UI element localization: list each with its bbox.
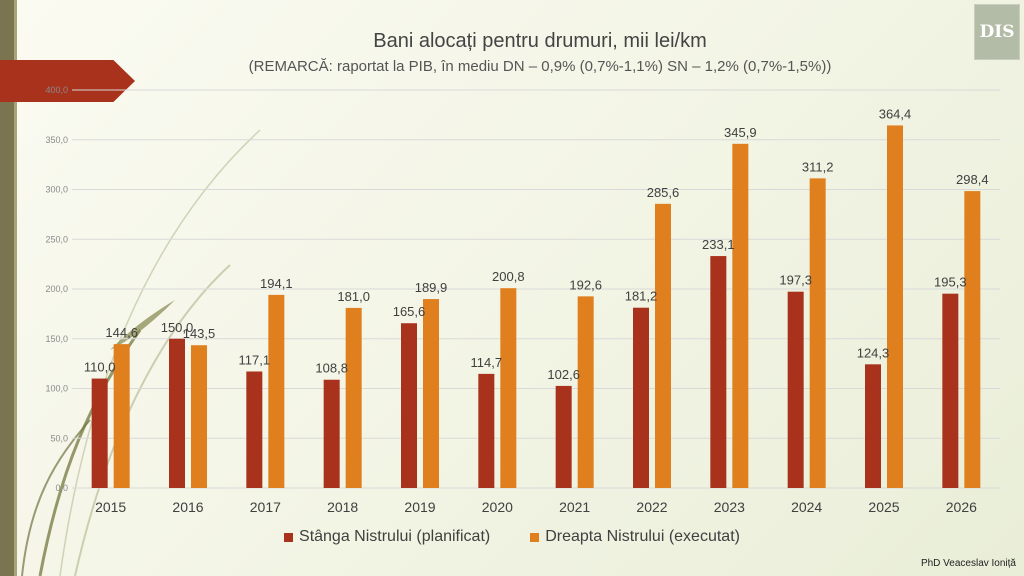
- data-label-dreapta: 189,9: [415, 280, 448, 295]
- bar-dreapta: [964, 191, 981, 489]
- x-tick-label: 2026: [946, 499, 977, 515]
- bar-stanga: [555, 385, 572, 488]
- y-tick-label: 200,0: [45, 284, 68, 294]
- data-label-dreapta: 181,0: [337, 289, 370, 304]
- bar-dreapta: [191, 345, 207, 488]
- chart-title: Bani alocați pentru drumuri, mii lei/km: [373, 30, 707, 52]
- x-tick-label: 2020: [482, 499, 513, 515]
- y-tick-label: 350,0: [45, 135, 68, 145]
- data-label-stanga: 195,3: [934, 275, 967, 290]
- bar-dreapta: [423, 299, 439, 488]
- x-tick-label: 2015: [95, 499, 126, 515]
- bar-dreapta: [655, 203, 671, 488]
- data-label-stanga: 124,3: [857, 345, 890, 360]
- left-accent-bar: [0, 0, 14, 576]
- data-label-stanga: 150,0: [161, 320, 194, 335]
- data-label-stanga: 108,8: [315, 361, 348, 376]
- data-label-stanga: 197,3: [779, 273, 812, 288]
- data-label-stanga: 110,0: [84, 360, 116, 375]
- dis-logo: DIS: [974, 4, 1020, 60]
- bar-stanga: [91, 378, 108, 488]
- data-label-stanga: 165,6: [393, 304, 426, 319]
- bar-stanga: [246, 371, 263, 488]
- data-label-dreapta: 311,2: [802, 159, 834, 174]
- bar-dreapta: [500, 288, 517, 488]
- x-axis-ticks: 2015 2016 2017 2018 2019 2020 2021 2022 2023 2024…: [95, 499, 977, 515]
- data-label-dreapta: 364,4: [879, 106, 912, 121]
- data-label-stanga: 102,6: [547, 367, 580, 382]
- data-label-dreapta: 298,4: [956, 172, 989, 187]
- data-label-dreapta: 194,1: [260, 276, 293, 291]
- bar-dreapta: [113, 344, 130, 488]
- y-tick-label: 50,0: [50, 433, 68, 443]
- data-label-dreapta: 200,8: [492, 269, 525, 284]
- author-credit: PhD Veaceslav Ioniță: [920, 558, 1016, 569]
- y-axis-ticks: 0,0 50,0 100,0 150,0 200,0 250,0 300,0 350,0 400…: [45, 85, 68, 493]
- x-tick-label: 2025: [868, 499, 899, 515]
- bar-dreapta: [345, 307, 362, 488]
- data-label-stanga: 117,1: [239, 352, 271, 367]
- data-label-stanga: 114,7: [471, 355, 503, 370]
- bar-stanga: [478, 373, 495, 488]
- bar-stanga: [787, 291, 804, 488]
- x-tick-label: 2019: [404, 499, 435, 515]
- bar-dreapta: [887, 125, 903, 488]
- bars: [91, 125, 981, 489]
- bar-dreapta: [268, 294, 285, 488]
- data-label-dreapta: 285,6: [647, 185, 680, 200]
- y-tick-label: 0,0: [55, 483, 68, 493]
- bar-stanga: [710, 256, 727, 488]
- y-tick-label: 400,0: [45, 85, 68, 95]
- bar-stanga: [401, 323, 417, 488]
- bar-stanga: [169, 338, 185, 488]
- y-tick-label: 300,0: [45, 185, 68, 195]
- bar-stanga: [633, 307, 649, 488]
- x-tick-label: 2018: [327, 499, 358, 515]
- gridlines: [72, 89, 1000, 489]
- bar-dreapta: [732, 143, 749, 488]
- legend-item-dreapta: Dreapta Nistrului (executat): [530, 528, 740, 546]
- bar-dreapta: [577, 296, 594, 488]
- title-accent-tab: [0, 60, 135, 102]
- left-accent-stripe: [14, 0, 17, 576]
- bar-dreapta: [809, 178, 826, 488]
- x-tick-label: 2017: [250, 499, 281, 515]
- x-tick-label: 2016: [172, 499, 203, 515]
- data-label-dreapta: 345,9: [724, 125, 757, 140]
- x-tick-label: 2022: [636, 499, 667, 515]
- y-tick-label: 250,0: [45, 234, 68, 244]
- bar-stanga: [865, 364, 881, 488]
- bar-stanga: [323, 379, 340, 488]
- chart-subtitle: (REMARCĂ: raportat la PIB, în mediu DN –…: [248, 58, 832, 75]
- y-tick-label: 150,0: [45, 334, 68, 344]
- chart-legend: Stânga Nistrului (planificat) Dreapta Ni…: [0, 528, 1024, 546]
- legend-label-dreapta: Dreapta Nistrului (executat): [545, 528, 740, 545]
- data-label-dreapta: 144,6: [105, 325, 138, 340]
- x-tick-label: 2021: [559, 499, 590, 515]
- legend-swatch-stanga: [284, 532, 294, 542]
- legend-label-stanga: Stânga Nistrului (planificat): [299, 528, 491, 545]
- data-label-dreapta: 143,5: [183, 326, 216, 341]
- x-tick-label: 2023: [714, 499, 745, 515]
- bar-stanga: [942, 293, 959, 488]
- y-tick-label: 100,0: [45, 384, 68, 394]
- data-label-dreapta: 192,6: [569, 277, 602, 292]
- legend-item-stanga: Stânga Nistrului (planificat): [284, 528, 490, 546]
- x-tick-label: 2024: [791, 499, 822, 515]
- data-label-stanga: 181,2: [625, 289, 658, 304]
- legend-swatch-dreapta: [530, 532, 540, 542]
- data-label-stanga: 233,1: [702, 237, 735, 252]
